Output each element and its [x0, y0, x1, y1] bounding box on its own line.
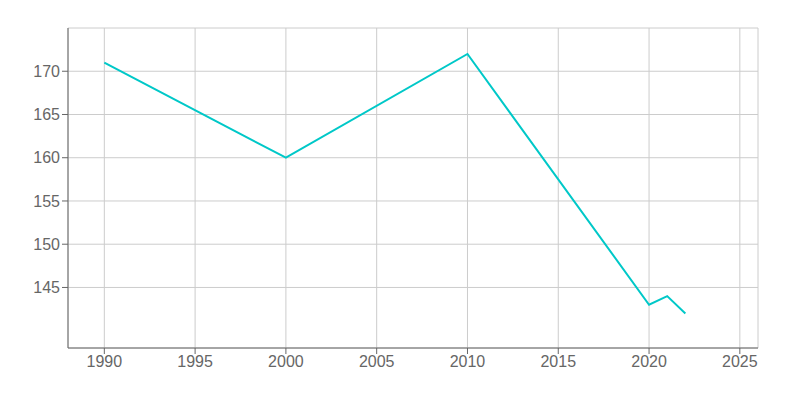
- svg-text:1990: 1990: [87, 353, 123, 370]
- svg-text:2000: 2000: [268, 353, 304, 370]
- svg-text:155: 155: [33, 193, 60, 210]
- svg-text:160: 160: [33, 149, 60, 166]
- svg-text:2020: 2020: [631, 353, 667, 370]
- svg-text:145: 145: [33, 279, 60, 296]
- svg-text:2005: 2005: [359, 353, 395, 370]
- svg-text:2025: 2025: [722, 353, 758, 370]
- svg-text:170: 170: [33, 63, 60, 80]
- svg-text:2015: 2015: [540, 353, 576, 370]
- svg-text:150: 150: [33, 236, 60, 253]
- svg-text:1995: 1995: [177, 353, 213, 370]
- svg-text:2010: 2010: [450, 353, 486, 370]
- svg-text:165: 165: [33, 106, 60, 123]
